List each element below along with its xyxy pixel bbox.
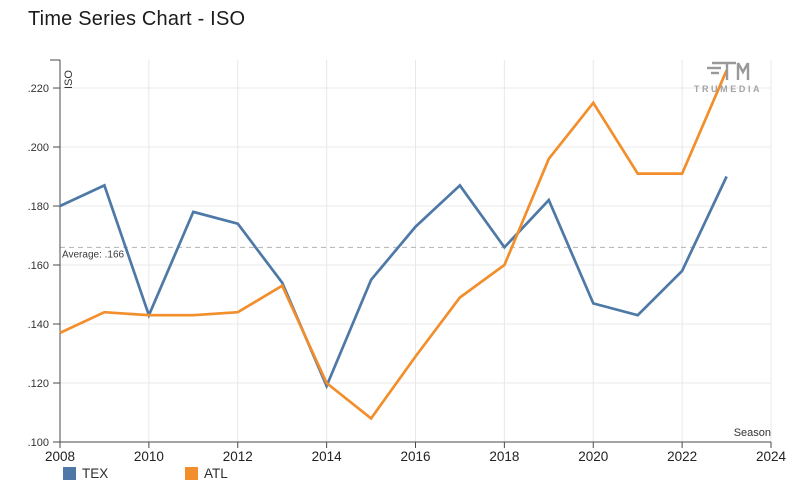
svg-text:2024: 2024 [756, 449, 787, 464]
svg-text:.200: .200 [28, 142, 49, 154]
legend-swatch-tex [63, 467, 76, 480]
svg-text:Season: Season [734, 427, 771, 439]
svg-text:2008: 2008 [45, 449, 75, 464]
svg-text:2014: 2014 [312, 449, 343, 464]
svg-text:2020: 2020 [578, 449, 608, 464]
svg-text:2018: 2018 [489, 449, 519, 464]
trumedia-logo-icon [707, 61, 750, 80]
trumedia-logo: TRUMEDIA [688, 58, 768, 94]
svg-text:2012: 2012 [223, 449, 253, 464]
svg-text:.160: .160 [28, 260, 49, 272]
legend-swatch-atl [185, 467, 198, 480]
svg-text:Average: .166: Average: .166 [62, 249, 125, 260]
page-title: Time Series Chart - ISO [28, 8, 246, 30]
trumedia-logo-text: TRUMEDIA [693, 84, 763, 94]
legend-item-atl: ATL [185, 466, 228, 481]
svg-text:2022: 2022 [667, 449, 697, 464]
legend-label-tex: TEX [82, 466, 109, 481]
svg-text:.100: .100 [28, 437, 49, 449]
legend-label-atl: ATL [204, 466, 228, 481]
svg-text:.180: .180 [28, 201, 49, 213]
svg-text:ISO: ISO [63, 70, 75, 89]
legend-item-tex: TEX [63, 466, 108, 481]
svg-text:2010: 2010 [134, 449, 164, 464]
svg-text:.220: .220 [28, 83, 49, 95]
svg-text:2016: 2016 [400, 449, 430, 464]
svg-text:.120: .120 [28, 378, 49, 390]
svg-text:.140: .140 [28, 319, 49, 331]
